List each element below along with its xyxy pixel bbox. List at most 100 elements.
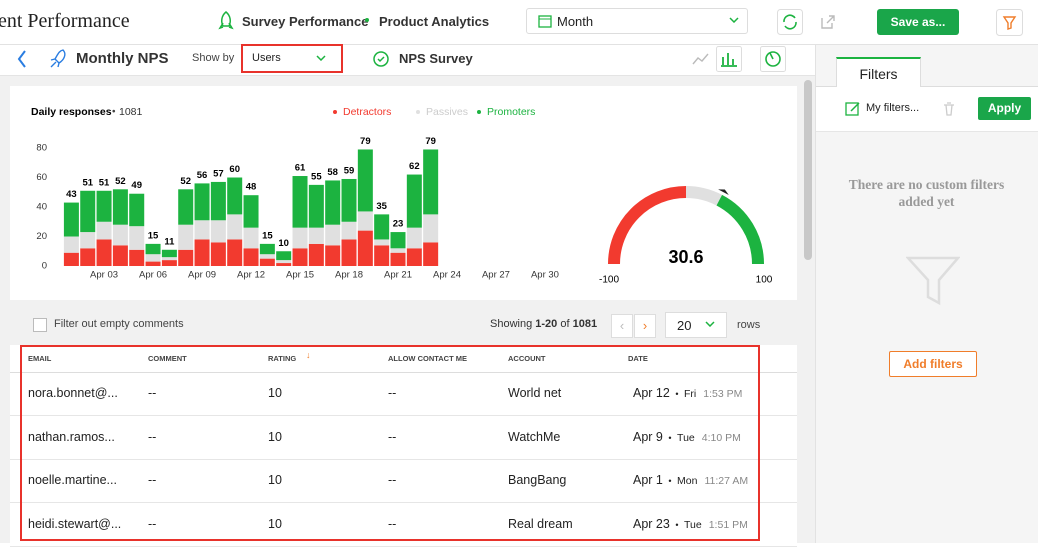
time: 4:10 PM	[701, 431, 741, 444]
total-label: 23	[393, 219, 404, 230]
next-page[interactable]: ›	[634, 314, 656, 338]
page-size-dropdown[interactable]	[665, 312, 727, 338]
total-label: 51	[82, 177, 93, 188]
x-tick-label: Apr 21	[384, 270, 412, 281]
bar-segment	[390, 252, 406, 266]
x-tick-label: Apr 15	[286, 270, 314, 281]
cell: --	[148, 473, 157, 487]
total-label: 59	[344, 165, 355, 176]
survey-icon	[373, 51, 389, 67]
bar-segment	[341, 239, 357, 266]
breadcrumb-survey[interactable]: Survey Performance	[242, 14, 369, 29]
filter-toggle[interactable]	[996, 9, 1023, 36]
row	[10, 459, 797, 503]
gauge-arc	[608, 186, 687, 265]
legend-dot	[416, 110, 420, 114]
bar-segment	[357, 149, 373, 212]
date-cell: Apr 23 • Tue 1:51 PM	[633, 517, 748, 531]
filter-checkbox[interactable]	[33, 318, 47, 332]
column-header: ACCOUNT	[508, 354, 546, 363]
refresh-button[interactable]	[777, 9, 803, 35]
weekday: Fri	[684, 388, 697, 400]
show-by-label: Show by	[192, 52, 235, 64]
empty-text-1: There are no custom filters	[848, 177, 1005, 192]
total-label: 55	[311, 171, 322, 182]
chevron	[316, 55, 326, 61]
weekday: Tue	[677, 431, 695, 444]
bar-segment	[63, 252, 79, 266]
bar-segment	[243, 227, 259, 249]
gauge-marker	[718, 189, 729, 195]
bar-segment	[374, 239, 390, 246]
chart-title: Daily responses	[31, 106, 112, 118]
total-label: 10	[278, 238, 289, 249]
chevron	[705, 321, 715, 327]
bar-segment	[194, 183, 210, 221]
cell: World net	[508, 386, 562, 400]
bar-segment	[341, 221, 357, 240]
gauge-toggle[interactable]	[760, 46, 786, 72]
bar-segment	[145, 261, 161, 266]
add-filters-button[interactable]: Add filters	[889, 351, 977, 377]
nps-icon	[50, 49, 66, 68]
bar-segment	[80, 190, 96, 233]
prev-page[interactable]: ‹	[611, 314, 633, 338]
bar-segment	[406, 227, 422, 249]
toolbar-title: Monthly NPS	[76, 50, 169, 67]
date: Apr 12	[633, 386, 670, 400]
x-tick-label: Apr 03	[90, 270, 118, 281]
bar-segment	[210, 242, 226, 266]
cell: Real dream	[508, 516, 573, 531]
row	[10, 416, 797, 460]
bar-segment	[325, 180, 341, 225]
x-tick-label: Apr 18	[335, 270, 363, 281]
bar-segment	[308, 243, 324, 266]
total-label: 62	[409, 161, 420, 172]
period-value: Month	[557, 14, 594, 29]
bar-segment	[96, 190, 112, 222]
bar-segment	[390, 232, 406, 249]
count: 1081	[572, 318, 598, 330]
share-icon[interactable]	[819, 13, 837, 31]
back-button[interactable]	[16, 49, 28, 69]
period-dropdown[interactable]	[526, 8, 748, 34]
trash-icon	[944, 102, 954, 116]
bar-chart-toggle[interactable]	[716, 46, 742, 72]
x-tick-label: Apr 09	[188, 270, 216, 281]
bar-segment	[145, 254, 161, 262]
time: 11:27 AM	[704, 475, 749, 487]
total-label: 61	[295, 163, 306, 174]
cell: noelle.martine...	[28, 473, 117, 487]
bar-segment	[243, 195, 259, 228]
bar-segment	[96, 221, 112, 240]
date-cell: Apr 1 • Mon 11:27 AM	[633, 473, 748, 487]
bar-segment	[227, 214, 243, 240]
sep: •	[665, 476, 675, 486]
bar-segment	[227, 177, 243, 215]
column-header: COMMENT	[148, 354, 187, 363]
cell: nathan.ramos...	[28, 429, 115, 444]
header-row	[10, 345, 797, 373]
apply-button[interactable]: Apply	[978, 97, 1031, 120]
line-chart-toggle[interactable]	[692, 50, 710, 66]
cell: 10	[268, 386, 282, 400]
save-button[interactable]: Save as...	[877, 9, 959, 35]
row	[10, 372, 797, 416]
total-label: 15	[148, 230, 159, 241]
bullet: •	[112, 107, 116, 118]
bar-segment	[145, 243, 161, 255]
weekday: Mon	[677, 475, 698, 487]
pagination-info: Showing 1-20 of 1081	[490, 318, 597, 330]
filters-tab[interactable]: Filters	[836, 57, 921, 87]
y-tick-label: 0	[42, 261, 47, 272]
x-tick-label: Apr 30	[531, 270, 559, 281]
sep: •	[665, 432, 675, 443]
date-cell: Apr 12 • Fri 1:53 PM	[633, 386, 742, 400]
my-filters[interactable]: My filters...	[866, 102, 920, 114]
breadcrumb-product[interactable]: Product Analytics	[379, 14, 490, 29]
cell: 10	[268, 473, 282, 487]
show-by-dropdown[interactable]	[241, 44, 343, 73]
legend-dot	[477, 110, 481, 114]
cell: --	[148, 386, 157, 400]
